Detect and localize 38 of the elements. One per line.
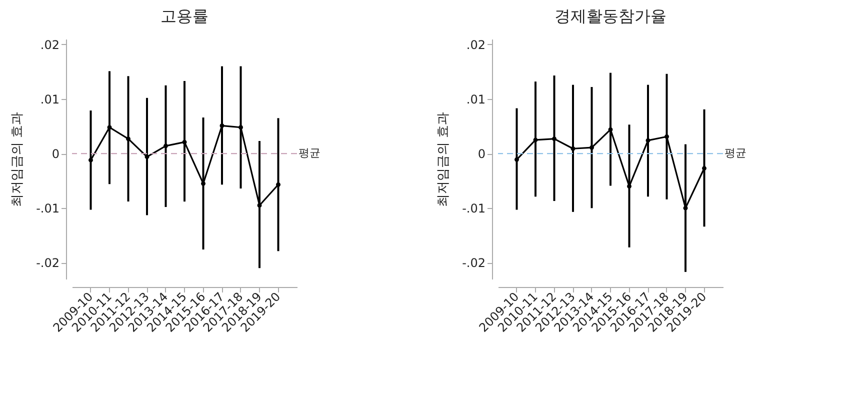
ref-line-label: 평균 — [298, 146, 320, 160]
point — [514, 157, 519, 162]
point — [646, 138, 650, 143]
point — [107, 125, 112, 130]
y-tick-label: 0 — [478, 147, 486, 162]
point — [590, 145, 594, 150]
point — [201, 181, 206, 186]
y-tick-label: -.01 — [36, 202, 60, 216]
point — [608, 127, 613, 132]
y-tick-label: .01 — [40, 92, 60, 106]
point — [533, 138, 538, 142]
y-tick-label: 0 — [52, 147, 60, 162]
y-tick-label: -.02 — [462, 256, 486, 270]
y-tick-label: -.02 — [36, 256, 60, 270]
point — [683, 206, 688, 210]
y-tick-label: .02 — [466, 38, 486, 52]
y-axis-title: 최저임금의 효과 — [436, 112, 452, 208]
point — [164, 144, 168, 148]
point — [220, 123, 224, 128]
y-tick-label: .02 — [40, 38, 60, 52]
point — [627, 184, 632, 189]
point — [664, 134, 669, 139]
ref-line-label: 평균 — [724, 146, 746, 160]
point — [182, 140, 187, 144]
point — [257, 203, 262, 208]
y-tick-label: -.01 — [462, 202, 486, 216]
point — [702, 166, 706, 171]
point — [238, 125, 243, 130]
chart-title: 고용률 — [160, 6, 208, 26]
point — [276, 182, 280, 187]
chart-title: 경제활동참가율 — [554, 6, 666, 26]
point — [570, 146, 576, 151]
y-tick-label: .01 — [466, 92, 486, 106]
point — [552, 136, 556, 142]
y-axis-title: 최저임금의 효과 — [10, 112, 26, 208]
point — [88, 158, 93, 162]
point — [144, 154, 150, 160]
point — [126, 136, 130, 142]
